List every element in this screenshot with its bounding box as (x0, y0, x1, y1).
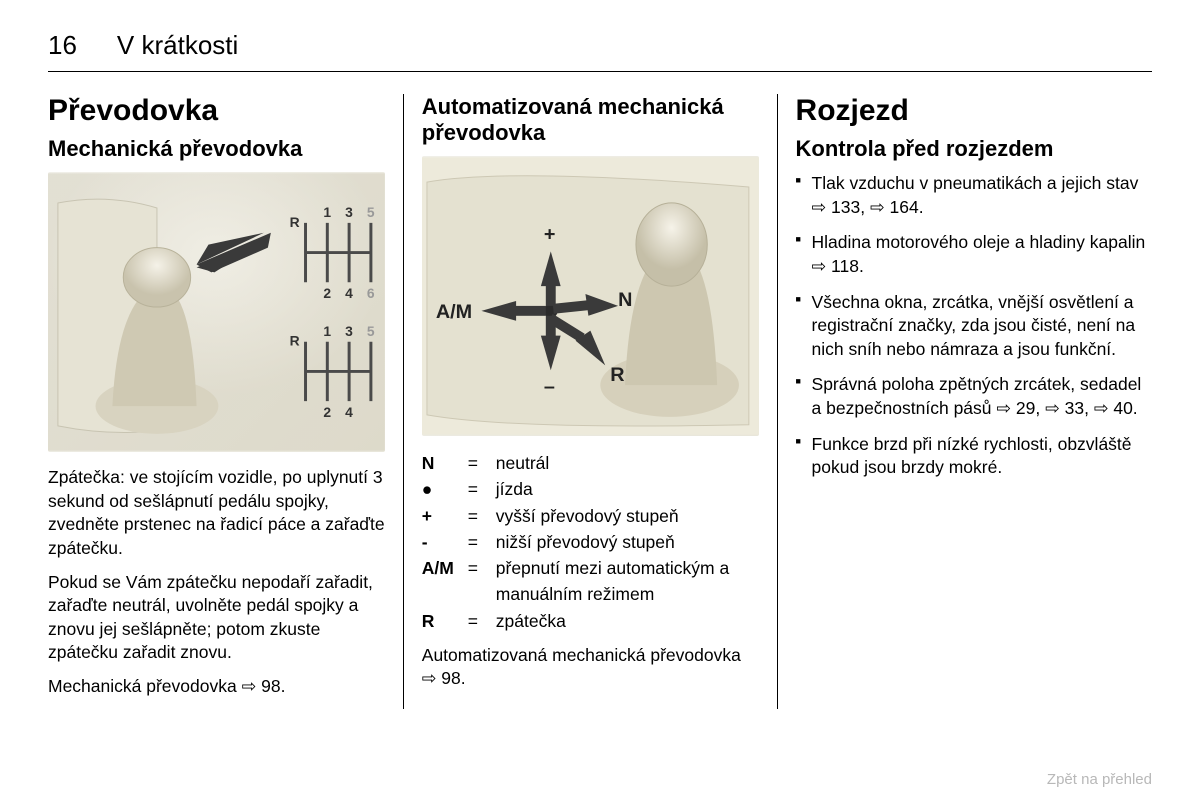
legend-row: -=nižší převodový stupeň (422, 529, 759, 555)
amt-n: N (618, 289, 632, 311)
svg-text:3: 3 (345, 204, 353, 220)
col1-p3: Mechanická převodovka ⇨ 98. (48, 675, 385, 699)
content-columns: Převodovka Mechanická převodovka (48, 94, 1152, 709)
amt-plus: + (544, 224, 556, 246)
svg-text:2: 2 (323, 404, 331, 420)
amt-legend: N=neutrál ●=jízda +=vyšší převodový stup… (422, 450, 759, 634)
checklist: Tlak vzduchu v pneumatikách a jejich sta… (796, 172, 1152, 480)
svg-text:2: 2 (323, 285, 331, 301)
legend-row: A/M=přepnutí mezi automatickým a manuáln… (422, 555, 759, 608)
checklist-item: Tlak vzduchu v pneumatikách a jejich sta… (796, 172, 1152, 219)
svg-text:6: 6 (367, 285, 375, 301)
col1-h1: Převodovka (48, 94, 385, 128)
column-3: Rozjezd Kontrola před rozjezdem Tlak vzd… (778, 94, 1152, 709)
svg-text:1: 1 (323, 204, 331, 220)
amt-minus: – (544, 376, 555, 398)
chapter-title: V krátkosti (117, 30, 238, 61)
column-2: Automatizovaná mechanická převodovka (403, 94, 778, 709)
amt-r: R (610, 364, 624, 386)
back-to-overview-link[interactable]: Zpět na přehled (1047, 771, 1152, 788)
legend-row: R=zpátečka (422, 608, 759, 634)
page-number: 16 (48, 30, 77, 61)
amt-am: A/M (436, 301, 472, 323)
checklist-item: Všechna okna, zrcátka, vnější osvětlení … (796, 291, 1152, 362)
checklist-item: Správná poloha zpětných zrcátek, sedadel… (796, 373, 1152, 420)
col3-h2: Kontrola před rozjezdem (796, 136, 1152, 162)
page-header: 16 V krátkosti (48, 30, 1152, 72)
svg-text:5: 5 (367, 323, 375, 339)
col2-h2: Automatizovaná mechanická převodovka (422, 94, 759, 146)
svg-text:4: 4 (345, 404, 353, 420)
col2-p-after: Automatizovaná mechanická převodovka ⇨ 9… (422, 644, 759, 691)
amt-gearbox-illustration: + – A/M N R (422, 156, 759, 436)
col1-h2: Mechanická převodovka (48, 136, 385, 162)
checklist-item: Funkce brzd při nízké rychlosti, obzvláš… (796, 433, 1152, 480)
legend-row: ●=jízda (422, 476, 759, 502)
svg-text:4: 4 (345, 285, 353, 301)
column-1: Převodovka Mechanická převodovka (48, 94, 403, 709)
legend-row: N=neutrál (422, 450, 759, 476)
svg-text:R: R (290, 333, 300, 349)
legend-row: +=vyšší převodový stupeň (422, 503, 759, 529)
manual-gearbox-illustration: R 135 246 R 135 24 (48, 172, 385, 452)
checklist-item: Hladina motorového oleje a hladiny kapal… (796, 231, 1152, 278)
svg-text:3: 3 (345, 323, 353, 339)
svg-text:1: 1 (323, 323, 331, 339)
col3-h1: Rozjezd (796, 94, 1152, 128)
svg-text:5: 5 (367, 204, 375, 220)
col1-p2: Pokud se Vám zpátečku nepodaří zařadit, … (48, 571, 385, 666)
gear-r-top: R (290, 214, 300, 230)
col1-p1: Zpátečka: ve stojícím vozidle, po uplynu… (48, 466, 385, 561)
